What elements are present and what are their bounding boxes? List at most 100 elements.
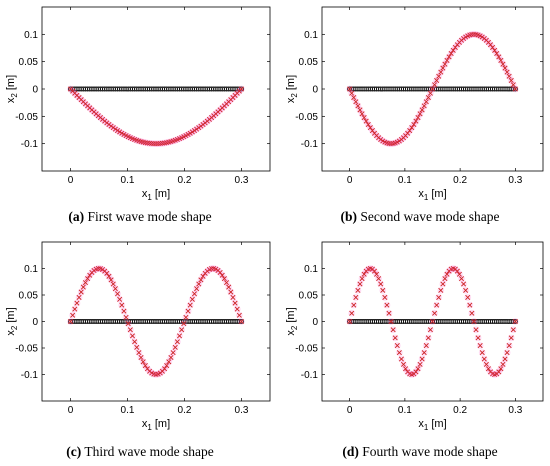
panel-b-deformed-point <box>355 103 361 109</box>
panel-b-deformed-point <box>490 44 496 50</box>
panel-d-deformed-point <box>444 271 450 277</box>
panel-d-deformed-point <box>427 327 433 333</box>
panel-d-xlabel: x1 [m] <box>418 418 446 432</box>
panel-c-deformed-point <box>132 339 138 345</box>
panel-d-deformed-point <box>380 287 386 293</box>
panel-c-ytick-label: 0.1 <box>24 264 38 275</box>
panel-b-ytick-label: 0.05 <box>299 57 319 68</box>
panel-d-deformed-point <box>388 318 394 325</box>
panel-b-ytick-label: 0.1 <box>304 30 318 41</box>
panel-d-deformed-point <box>463 287 469 293</box>
panel-d-deformed-point <box>349 310 355 316</box>
panel-a-xtick-label: 0.2 <box>178 175 192 186</box>
panel-c-deformed-point <box>119 302 125 308</box>
panel-c-deformed-point <box>234 306 240 312</box>
panel-b-deformed-point <box>494 50 500 57</box>
panel-b-deformed-point <box>442 61 448 67</box>
panel-a-xtick-label: 0 <box>68 175 74 186</box>
panel-b-deformed-point <box>367 125 373 131</box>
panel-d-xtick-label: 0.2 <box>453 405 467 416</box>
panel-d-deformed-point <box>417 361 423 367</box>
panel-d-deformed-point <box>467 302 473 308</box>
panel-b-deformed-point <box>471 31 477 37</box>
panel-d-deformed-point <box>392 335 398 341</box>
panel-d-deformed-point <box>351 302 357 308</box>
panel-b-deformed-point <box>353 99 359 105</box>
panel-c-deformed-point <box>170 350 176 356</box>
panel-b-deformed-point <box>436 73 442 79</box>
panel-b-deformed-point <box>425 95 431 101</box>
panel-c-deformed-point <box>121 308 127 314</box>
panel-c-ytick-label: 0 <box>32 317 38 328</box>
panel-d-deformed-point <box>421 350 427 356</box>
panel-b-chart: 0 0.1 0.2 0.3 -0.1 -0.05 0 0.05 0.1 x1 [m] x2 [m] <box>285 6 544 202</box>
panel-c-xtick-label: 0.3 <box>235 405 249 416</box>
panel-b-deformed-point <box>409 125 415 131</box>
panel-c-deformed-point <box>228 289 234 295</box>
panel-c-deformed-point <box>187 302 193 308</box>
panel-d-deformed-point <box>500 361 506 367</box>
panel-c-deformed-point <box>185 308 191 314</box>
panel-d-deformed-point <box>353 294 359 300</box>
panel-b-deformed-point <box>413 118 419 124</box>
panel-d-deformed-point <box>483 361 489 367</box>
panel-d-deformed-point <box>361 271 367 277</box>
panel-b-deformed-point <box>440 65 446 71</box>
panel-b-deformed-point <box>365 121 371 128</box>
panel-c-chart: 0 0.1 0.2 0.3 -0.1 -0.05 0 0.05 0.1 x1 [m] x2 [m] <box>5 241 271 432</box>
panel-b-deformed-point <box>347 86 353 92</box>
panel-c-deformed-point <box>67 318 74 325</box>
panel-b-xtick-label: 0 <box>347 175 353 186</box>
panel-c-deformed-point <box>142 363 148 369</box>
panel-a-deformed-point <box>153 141 159 147</box>
panel-d-deformed-point <box>458 276 465 282</box>
panel-c-deformed-point <box>104 270 110 276</box>
panel-b-xlabel: x1 [m] <box>418 188 446 202</box>
panel-a-chart: 0 0.1 0.2 0.3 -0.1 -0.05 0 0.05 0.1 x1 [m] x2 [m] <box>5 6 271 202</box>
panel-a-ytick-label: -0.1 <box>21 139 39 150</box>
panel-d-deformed-point <box>378 281 384 287</box>
panel-c-xtick-label: 0.1 <box>121 405 135 416</box>
panel-d-deformed-point <box>473 327 479 333</box>
panel-b-deformed-point <box>411 121 417 128</box>
panel-d-deformed-point <box>425 335 431 341</box>
panel-d-deformed-point <box>396 350 402 356</box>
panel-b-deformed-point <box>361 115 367 121</box>
panel-c-deformed-point <box>200 273 206 279</box>
panel-b-deformed-point <box>448 50 454 57</box>
panel-d-deformed-point <box>438 287 444 293</box>
panel-a-caption-label: (a) <box>68 209 85 224</box>
panel-c-deformed-point <box>95 266 101 272</box>
panel-b-caption-text: Second wave mode shape <box>357 209 500 224</box>
panel-c-deformed-point <box>108 277 114 283</box>
panel-d-deformed-point <box>403 366 409 372</box>
panel-d-ytick-label: -0.1 <box>301 370 319 381</box>
panel-c-deformed-point <box>191 291 197 297</box>
panel-a-ytick-label: 0.05 <box>19 57 39 68</box>
panel-d-deformed-point <box>355 287 361 293</box>
panel-b-deformed-point <box>492 47 498 53</box>
panel-b-ylabel: x2 [m] <box>285 75 299 103</box>
panel-b-deformed-point <box>423 99 429 105</box>
panel-d-deformed-point <box>398 356 404 362</box>
panel-c-ytick-label: 0.05 <box>19 291 39 302</box>
panel-d-deformed-point <box>465 294 471 300</box>
panel-b-deformed-point <box>417 111 423 117</box>
panel-c-deformed-point <box>115 291 121 297</box>
panel-d-deformed-point <box>506 343 512 349</box>
panel-c-deformed-point <box>162 366 168 372</box>
panel-d-deformed-point <box>413 369 419 375</box>
panel-a-deformed-point <box>110 125 116 131</box>
panel-c-deformed-point <box>72 306 78 312</box>
panel-c-deformed-point <box>168 354 174 360</box>
panel-d-deformed-point <box>461 281 467 287</box>
panel-b-deformed-point <box>386 140 392 147</box>
panel-b-xtick-label: 0.3 <box>508 175 522 186</box>
panel-a-ytick-label: 0.1 <box>24 30 38 41</box>
panel-a-xlabel: x1 [m] <box>142 188 170 202</box>
panel-c-caption-label: (c) <box>66 444 82 459</box>
panel-c-deformed-point <box>136 350 142 356</box>
panel-d-deformed-point <box>400 361 407 367</box>
panel-d-deformed-point <box>512 318 518 325</box>
